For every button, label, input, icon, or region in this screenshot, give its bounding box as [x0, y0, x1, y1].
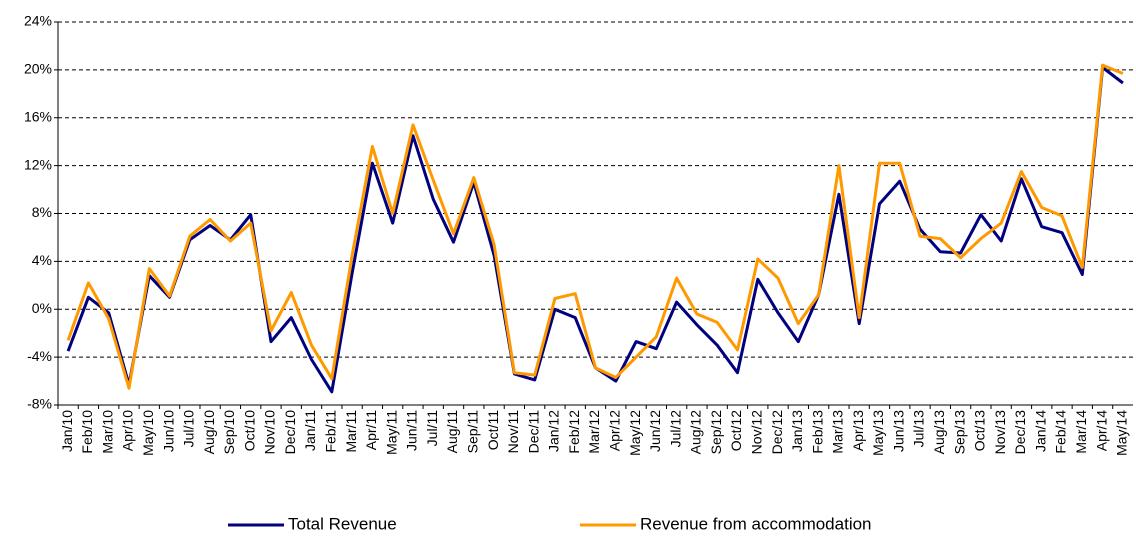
- x-tick-label: Mar/12: [586, 410, 602, 454]
- x-tick-label: Dec/12: [769, 410, 785, 455]
- x-tick-label: Jun/13: [890, 410, 906, 452]
- x-tick-label: Jul/11: [424, 410, 440, 447]
- legend-label: Revenue from accommodation: [640, 514, 872, 533]
- y-tick-label: 24%: [24, 13, 52, 29]
- y-tick-label: 8%: [32, 204, 52, 220]
- x-tick-label: Feb/14: [1053, 410, 1069, 454]
- x-tick-label: Oct/11: [485, 410, 501, 450]
- x-tick-label: May/11: [383, 410, 399, 455]
- x-tick-label: Dec/13: [1012, 410, 1028, 455]
- x-tick-label: Feb/12: [566, 410, 582, 454]
- x-tick-label: Mar/11: [343, 410, 359, 453]
- legend-label: Total Revenue: [288, 514, 397, 533]
- x-tick-label: Jul/12: [667, 410, 683, 448]
- x-tick-label: Apr/14: [1093, 410, 1109, 451]
- x-tick-label: Oct/12: [728, 410, 744, 451]
- x-tick-label: Feb/11: [323, 410, 339, 453]
- x-tick-label: May/14: [1114, 410, 1130, 456]
- x-tick-label: Aug/11: [444, 410, 460, 454]
- x-tick-label: Mar/10: [99, 410, 115, 454]
- x-tick-label: Feb/10: [79, 410, 95, 454]
- x-tick-label: Jun/10: [160, 410, 176, 452]
- x-tick-label: Dec/10: [282, 410, 298, 455]
- x-tick-label: Aug/12: [688, 410, 704, 455]
- y-tick-label: 16%: [24, 108, 52, 124]
- x-tick-label: Sep/10: [221, 410, 237, 455]
- x-tick-label: Sep/11: [465, 410, 481, 454]
- x-tick-label: Aug/10: [201, 410, 217, 455]
- x-tick-label: Jan/12: [546, 410, 562, 452]
- x-tick-label: Jun/12: [647, 410, 663, 452]
- x-tick-label: May/10: [140, 410, 156, 456]
- x-tick-label: Oct/13: [972, 410, 988, 451]
- y-tick-label: 20%: [24, 61, 52, 77]
- x-tick-label: May/12: [627, 410, 643, 456]
- x-tick-label: Jul/10: [181, 410, 197, 448]
- x-tick-label: Nov/12: [748, 410, 764, 455]
- x-tick-label: Nov/11: [505, 410, 521, 454]
- x-tick-label: Jun/11: [404, 410, 420, 451]
- y-tick-label: 4%: [32, 252, 52, 268]
- x-tick-label: May/13: [870, 410, 886, 456]
- x-tick-label: Sep/13: [951, 410, 967, 455]
- x-tick-label: Jan/13: [789, 410, 805, 452]
- series-line: [66, 63, 1124, 390]
- x-tick-label: Oct/10: [241, 410, 257, 451]
- y-tick-label: -4%: [27, 348, 52, 364]
- x-tick-label: Jan/14: [1032, 410, 1048, 452]
- x-tick-label: Mar/14: [1073, 410, 1089, 454]
- x-tick-label: Jan/10: [59, 410, 75, 452]
- x-tick-label: Aug/13: [931, 410, 947, 455]
- y-tick-label: 0%: [32, 300, 52, 316]
- x-tick-label: Jul/13: [911, 410, 927, 448]
- x-tick-label: Sep/12: [708, 410, 724, 455]
- x-tick-label: Feb/13: [809, 410, 825, 454]
- x-tick-label: Apr/12: [606, 410, 622, 451]
- x-tick-label: Apr/10: [120, 410, 136, 451]
- x-tick-label: Apr/13: [850, 410, 866, 451]
- x-tick-label: Jan/11: [302, 410, 318, 451]
- x-tick-label: Dec/11: [525, 410, 541, 454]
- y-tick-label: 12%: [24, 156, 52, 172]
- y-tick-label: -8%: [27, 396, 52, 412]
- x-tick-label: Apr/11: [363, 410, 379, 450]
- series-line: [66, 66, 1124, 394]
- x-tick-label: Mar/13: [830, 410, 846, 454]
- x-tick-label: Nov/13: [992, 410, 1008, 455]
- x-tick-label: Nov/10: [262, 410, 278, 455]
